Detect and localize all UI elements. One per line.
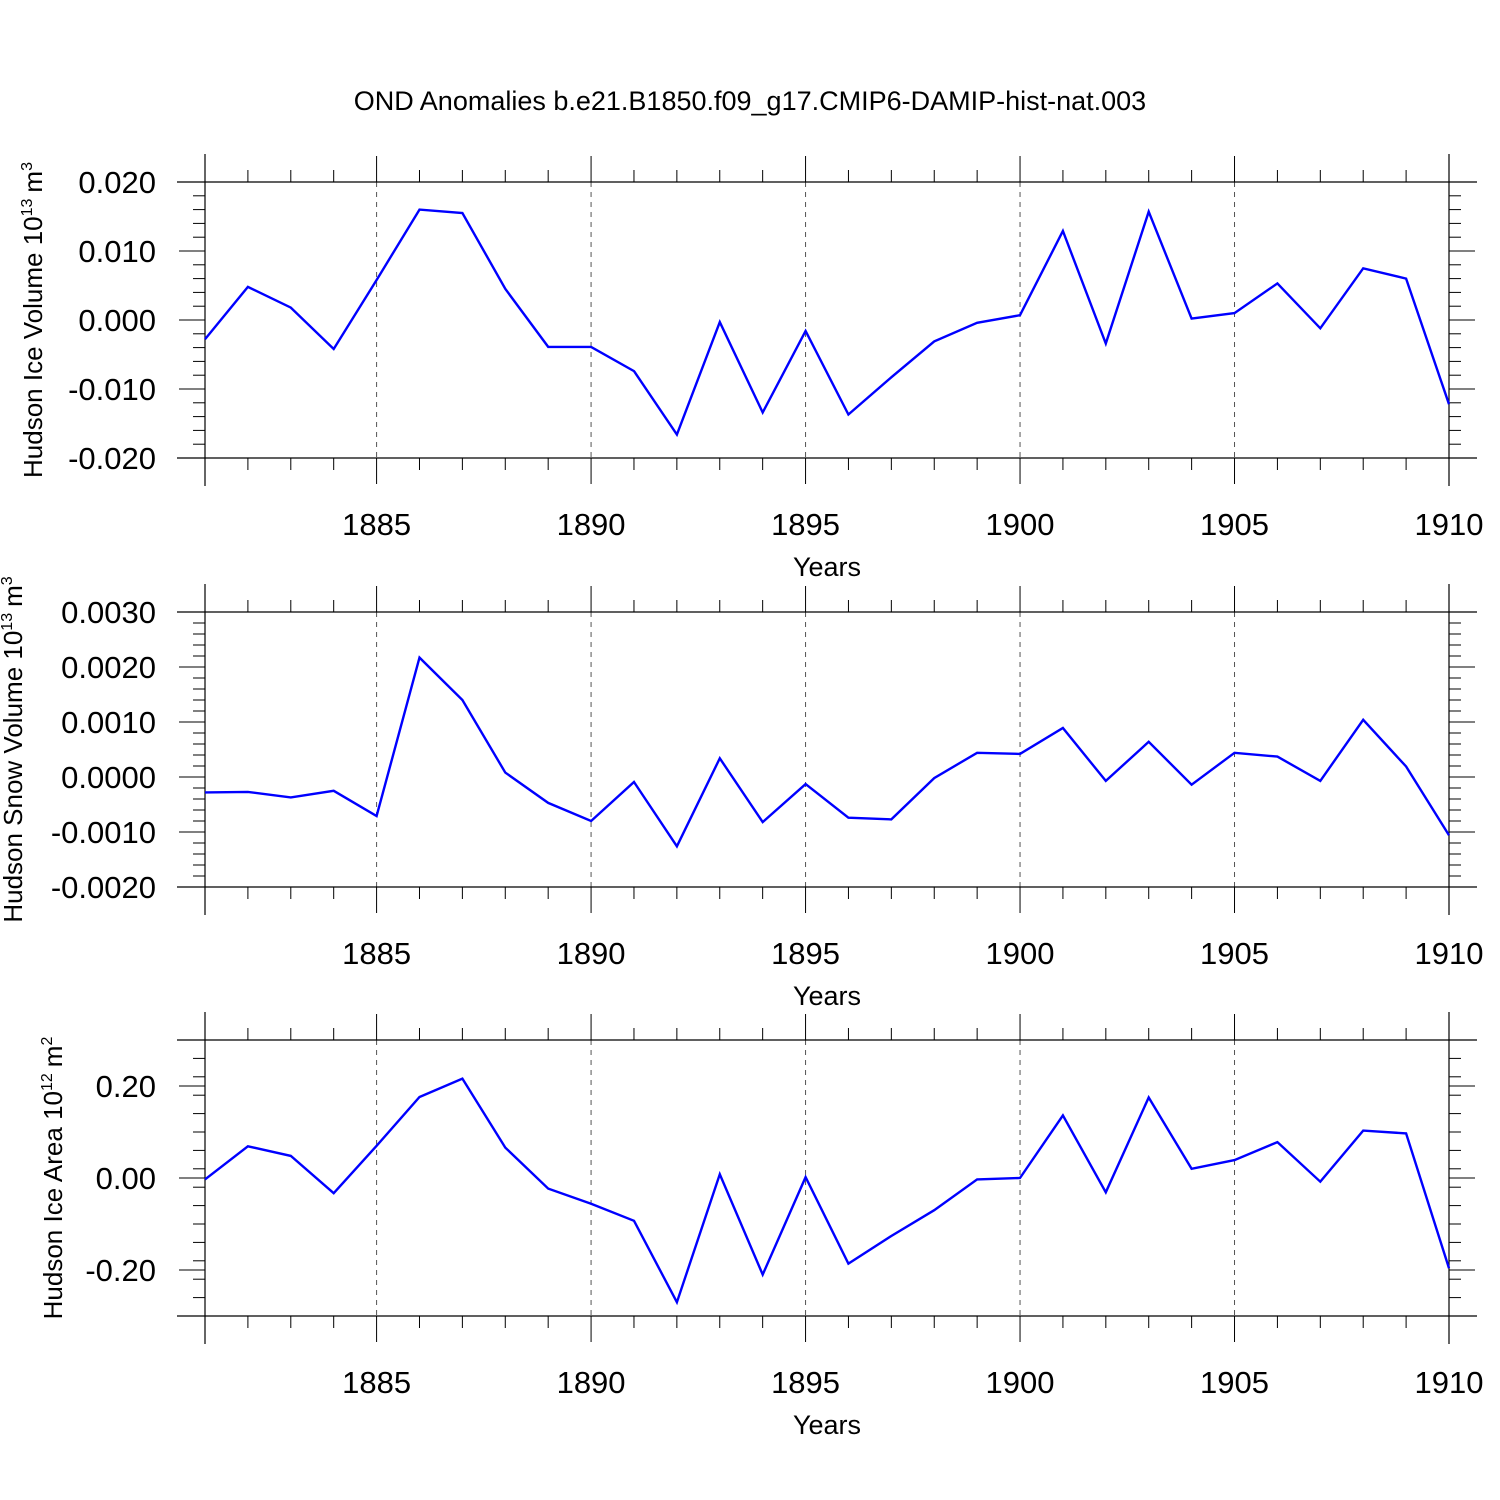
y-axis-label-unit-exponent: 2 <box>39 1037 56 1046</box>
y-tick-label: 0.020 <box>78 165 156 200</box>
chart-title: OND Anomalies b.e21.B1850.f09_g17.CMIP6-… <box>354 86 1146 116</box>
y-tick-label: 0.010 <box>78 234 156 269</box>
panel-1: -0.020 -0.010 0.000 0.010 0.020 1885 1890 1895 1… <box>18 154 1483 582</box>
x-tick-label-1890: 1890 <box>557 936 626 971</box>
x-tick-label-1890: 1890 <box>557 1365 626 1400</box>
x-tick-label-1905: 1905 <box>1200 507 1269 542</box>
y-tick-label: -0.20 <box>85 1253 156 1288</box>
x-tick-label-1885: 1885 <box>342 1365 411 1400</box>
x-tick-label-1905: 1905 <box>1200 936 1269 971</box>
series-line-2 <box>204 655 1451 849</box>
y-tick-label: 0.00 <box>96 1161 156 1196</box>
x-axis-label: Years <box>793 1410 861 1440</box>
x-tick-label-1885: 1885 <box>342 507 411 542</box>
x-axis-label: Years <box>793 981 861 1011</box>
y-tick-label: 0.000 <box>78 303 156 338</box>
y-tick-label: 0.20 <box>96 1069 156 1104</box>
y-axis-label: Hudson Ice Area 1012 m2 <box>38 1037 68 1320</box>
panel-3: -0.20 0.00 0.20 1885 1890 1895 1900 1905 1910 Yea… <box>38 1012 1483 1440</box>
x-tick-label-1895: 1895 <box>771 1365 840 1400</box>
y-axis-label-exponent: 13 <box>0 613 16 631</box>
y-axis-label-text: Hudson Snow Volume 10 <box>0 631 28 923</box>
x-tick-label-1890: 1890 <box>557 507 626 542</box>
x-tick-label-1895: 1895 <box>771 507 840 542</box>
y-axis-label-text: Hudson Ice Area 10 <box>38 1091 68 1319</box>
y-tick-label: 0.0020 <box>61 650 156 685</box>
y-axis-label-exponent: 13 <box>19 198 36 216</box>
y-tick-label: -0.0020 <box>51 870 156 905</box>
x-tick-label-1910: 1910 <box>1415 1365 1484 1400</box>
y-axis-label-text: Hudson Ice Volume 10 <box>18 216 48 478</box>
series-line-1 <box>204 208 1451 438</box>
y-axis-label-unit: m <box>0 585 28 607</box>
y-axis-label: Hudson Snow Volume 1013 m3 <box>0 576 28 922</box>
panel-2: -0.0020 -0.0010 0.0000 0.0010 0.0020 0.0030 18… <box>0 576 1483 1011</box>
y-axis-label-unit-exponent: 3 <box>19 162 36 171</box>
x-tick-label-1895: 1895 <box>771 936 840 971</box>
y-axis-label-unit: m <box>38 1046 68 1068</box>
y-axis-label: Hudson Ice Volume 1013 m3 <box>18 162 48 478</box>
y-tick-label: 0.0030 <box>61 595 156 630</box>
x-tick-label-1910: 1910 <box>1415 507 1484 542</box>
x-tick-label-1885: 1885 <box>342 936 411 971</box>
x-tick-label-1900: 1900 <box>986 1365 1055 1400</box>
series-line-3 <box>204 1077 1451 1306</box>
y-tick-label: 0.0010 <box>61 705 156 740</box>
x-tick-label-1900: 1900 <box>986 507 1055 542</box>
y-tick-label: -0.020 <box>68 441 156 476</box>
x-tick-label-1900: 1900 <box>986 936 1055 971</box>
y-axis-label-unit: m <box>18 171 48 193</box>
y-axis-label-exponent: 12 <box>39 1073 56 1091</box>
y-tick-label: -0.010 <box>68 372 156 407</box>
x-axis-label: Years <box>793 552 861 582</box>
x-tick-label-1905: 1905 <box>1200 1365 1269 1400</box>
panels: -0.020 -0.010 0.000 0.010 0.020 1885 1890 1895 1… <box>0 154 1483 1440</box>
y-tick-label: 0.0000 <box>61 760 156 795</box>
y-axis-label-unit-exponent: 3 <box>0 576 16 585</box>
y-tick-label: -0.0010 <box>51 815 156 850</box>
x-tick-label-1910: 1910 <box>1415 936 1484 971</box>
